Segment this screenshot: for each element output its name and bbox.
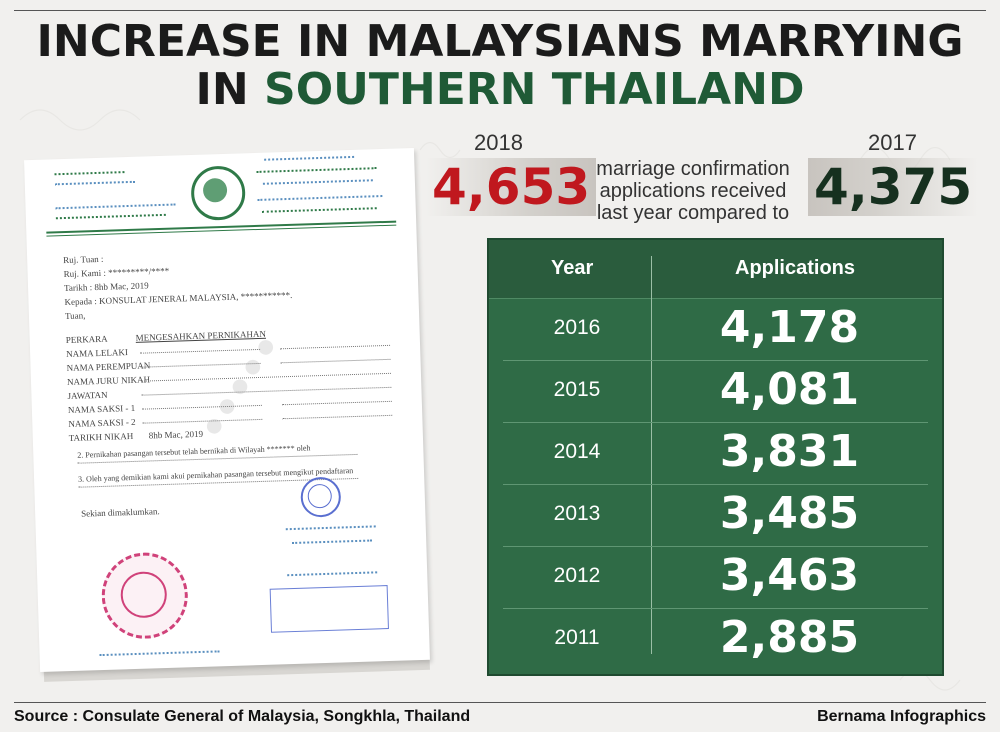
doc-field-label: NAMA SAKSI - 1 [67,402,136,415]
round-stamp-icon [300,476,342,518]
doc-dotted-line [257,195,383,203]
applications-cell: 3,485 [719,488,860,539]
doc-field-label: NAMA PEREMPUAN [66,360,151,374]
year-cell: 2014 [553,440,601,463]
red-stamp-icon [100,551,190,641]
doc-text: Tuan, [64,310,86,322]
year-cell: 2016 [553,316,601,339]
doc-dotted-line [54,171,125,178]
doc-dotted-line [55,213,166,222]
header-applications: Applications [735,257,856,279]
doc-dotted-line [287,571,378,579]
doc-field-value [282,414,393,422]
title-line-1: INCREASE IN MALAYSIANS MARRYING [36,16,964,67]
doc-field-label: NAMA JURU NIKAH [66,374,151,388]
publisher-credit: Bernama Infographics [817,708,986,725]
doc-field-label: NAMA SAKSI - 2 [68,416,136,429]
year-cell: 2013 [553,502,601,525]
applications-cell: 3,463 [719,550,860,601]
table-header: Year Applications [489,240,942,299]
doc-field-label: NAMA LELAKI [66,347,129,360]
doc-field-value [280,358,391,366]
column-divider [651,256,652,654]
year-2017-label: 2017 [868,130,917,155]
value-2018: 4,653 [426,158,597,216]
doc-dotted-line [256,167,377,175]
doc-closing: Sekian dimaklumkan. [81,506,160,519]
year-cell: 2015 [553,378,601,401]
table-row: 2014 3,831 [503,422,928,485]
doc-marriage-date: 8hb Mac, 2019 [148,428,204,441]
value-2017: 4,375 [808,158,979,216]
doc-dotted-line [292,539,373,547]
table-row: 2016 4,178 [503,298,928,361]
title-highlight: SOUTHERN THAILAND [264,64,805,115]
doc-text: Ruj. Kami : *********/**** [63,265,170,280]
emblem-seal-icon [190,165,247,222]
header-year: Year [551,257,594,279]
applications-table: Year Applications 2016 4,178 2015 4,081 … [487,238,944,676]
doc-text: Tarikh : 8hb Mac, 2019 [63,280,149,294]
table-row: 2013 3,485 [503,484,928,547]
signature-box [269,585,389,633]
doc-dotted-line [261,207,377,215]
doc-dotted-line [54,180,135,188]
applications-cell: 4,081 [719,364,860,415]
marriage-certificate-illustration: Ruj. Tuan : Ruj. Kami : *********/**** T… [24,148,430,672]
source-credit: Source : Consulate General of Malaysia, … [14,708,471,725]
applications-cell: 4,178 [719,302,860,353]
doc-field-value [280,344,391,352]
doc-text: Ruj. Tuan : [63,253,104,266]
doc-dotted-line [285,525,376,533]
title-line-2: IN SOUTHERN THAILAND [195,64,805,115]
doc-dotted-line [55,203,176,212]
doc-dotted-line [264,155,355,163]
doc-field-value [281,400,392,408]
doc-watermark: ●●●●● [191,325,288,445]
year-cell: 2011 [554,626,600,649]
doc-dotted-line [262,179,373,187]
table-row: 2015 4,081 [503,360,928,423]
doc-field-label: JAWATAN [67,389,108,402]
comparison-description: marriage confirmation applications recei… [596,158,790,224]
applications-cell: 3,831 [719,426,860,477]
doc-dotted-line [99,650,220,659]
doc-field-value [141,386,392,398]
doc-field-label: PERKARA [65,333,108,346]
applications-cell: 2,885 [719,612,860,663]
page-title: INCREASE IN MALAYSIANS MARRYING IN SOUTH… [0,18,1000,114]
top-divider [14,10,986,11]
doc-field-label: TARIKH NIKAH [68,430,134,443]
table-row: 2011 2,885 [503,608,928,670]
year-2018-label: 2018 [474,130,523,155]
doc-text: Kepada : KONSULAT JENERAL MALAYSIA, ****… [64,289,293,308]
year-cell: 2012 [553,564,601,587]
bottom-divider [14,702,986,703]
table-row: 2012 3,463 [503,546,928,609]
